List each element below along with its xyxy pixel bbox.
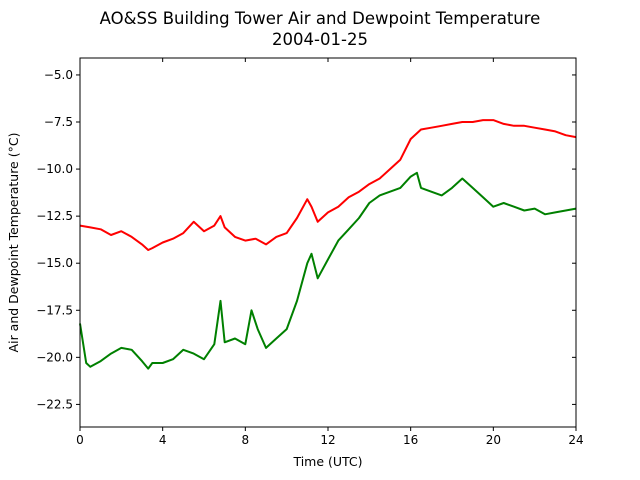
x-tick-label: 20 [486,433,501,447]
y-axis-label: Air and Dewpoint Temperature (°C) [6,133,21,353]
x-tick-label: 24 [568,433,583,447]
x-tick-label: 8 [242,433,250,447]
x-tick-label: 4 [159,433,167,447]
chart-title: AO&SS Building Tower Air and Dewpoint Te… [100,9,541,28]
y-tick-label: −15.0 [36,256,73,270]
dewpoint-temperature-line [79,171,577,370]
air-temperature-line [79,119,577,251]
chart-subtitle: 2004-01-25 [272,30,368,49]
series-layer [79,119,577,370]
y-tick-label: −12.5 [36,209,73,223]
x-tick-label: 16 [403,433,418,447]
ticks-layer: 0 4 8 12 16 20 24 −5.0 −7.5 −10.0 −12.5 −15.0 −17.5 −… [36,58,584,447]
y-tick-label: −10.0 [36,162,73,176]
y-tick-label: −17.5 [36,303,73,317]
x-axis-label: Time (UTC) [292,454,362,469]
x-tick-label: 0 [76,433,84,447]
y-tick-label: −5.0 [44,68,73,82]
y-tick-label: −20.0 [36,350,73,364]
x-tick-label: 12 [320,433,335,447]
y-tick-label: −22.5 [36,397,73,411]
plot-frame [79,57,577,428]
y-tick-label: −7.5 [44,115,73,129]
